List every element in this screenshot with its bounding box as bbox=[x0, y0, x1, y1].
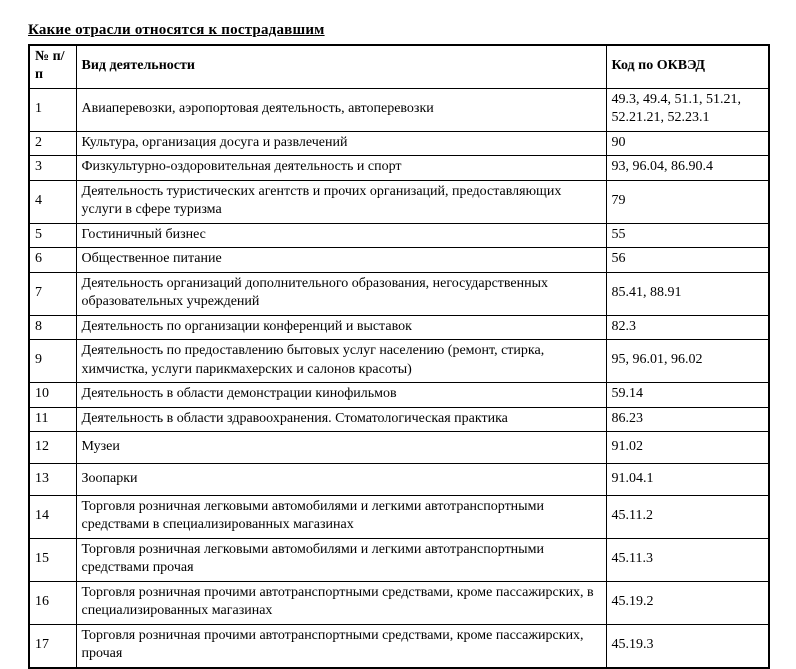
okved-code-cell: 91.04.1 bbox=[605, 462, 770, 496]
okved-code-cell: 86.23 bbox=[605, 406, 770, 432]
header-okved-code: Код по ОКВЭД bbox=[605, 44, 770, 89]
table-row: 17 Торговля розничная прочими автотрансп… bbox=[28, 623, 770, 669]
okved-code-cell: 45.11.2 bbox=[605, 494, 770, 539]
row-number-cell: 5 bbox=[28, 222, 77, 249]
table-row: 11 Деятельность в области здравоохранени… bbox=[28, 406, 770, 432]
activity-cell: Торговля розничная легковыми автомобилям… bbox=[75, 494, 607, 539]
page-title: Какие отрасли относятся к пострадавшим bbox=[28, 22, 325, 38]
table-row: 8 Деятельность по организации конференци… bbox=[28, 314, 770, 341]
okved-code-cell: 45.19.3 bbox=[605, 623, 770, 669]
activity-cell: Торговля розничная прочими автотранспорт… bbox=[75, 623, 607, 669]
table-row: 5 Гостиничный бизнес 55 bbox=[28, 222, 770, 249]
okved-code-cell: 90 bbox=[605, 130, 770, 157]
okved-code-cell: 55 bbox=[605, 222, 770, 249]
table-row: 1 Авиаперевозки, аэропортовая деятельнос… bbox=[28, 87, 770, 132]
row-number-cell: 4 bbox=[28, 179, 77, 224]
table-row: 15 Торговля розничная легковыми автомоби… bbox=[28, 537, 770, 582]
table-row: 4 Деятельность туристических агентств и … bbox=[28, 179, 770, 224]
okved-code-cell: 91.02 bbox=[605, 430, 770, 464]
activity-cell: Деятельность в области демонстрации кино… bbox=[75, 382, 607, 408]
okved-code-cell: 79 bbox=[605, 179, 770, 224]
row-number-cell: 14 bbox=[28, 494, 77, 539]
table-row: 6 Общественное питание 56 bbox=[28, 247, 770, 273]
okved-code-cell: 49.3, 49.4, 51.1, 51.21, 52.21.21, 52.23… bbox=[605, 87, 770, 132]
activity-cell: Деятельность туристических агентств и пр… bbox=[75, 179, 607, 224]
okved-code-cell: 82.3 bbox=[605, 314, 770, 341]
activity-cell: Гостиничный бизнес bbox=[75, 222, 607, 249]
table-row: 9 Деятельность по предоставлению бытовых… bbox=[28, 339, 770, 384]
row-number-cell: 17 bbox=[28, 623, 77, 669]
table-row: 7 Деятельность организаций дополнительно… bbox=[28, 271, 770, 316]
table-row: 10 Деятельность в области демонстрации к… bbox=[28, 382, 770, 408]
okved-code-cell: 85.41, 88.91 bbox=[605, 271, 770, 316]
okved-code-cell: 45.19.2 bbox=[605, 580, 770, 625]
row-number-cell: 9 bbox=[28, 339, 77, 384]
row-number-cell: 10 bbox=[28, 382, 77, 408]
header-number: № п/п bbox=[28, 44, 77, 89]
row-number-cell: 7 bbox=[28, 271, 77, 316]
activity-cell: Деятельность по предоставлению бытовых у… bbox=[75, 339, 607, 384]
header-activity: Вид деятельности bbox=[75, 44, 607, 89]
industries-table: № п/п Вид деятельности Код по ОКВЭД 1 Ав… bbox=[28, 44, 770, 669]
activity-cell: Физкультурно-оздоровительная деятельност… bbox=[75, 155, 607, 181]
okved-code-cell: 56 bbox=[605, 247, 770, 273]
okved-code-cell: 59.14 bbox=[605, 382, 770, 408]
okved-code-cell: 45.11.3 bbox=[605, 537, 770, 582]
activity-cell: Деятельность организаций дополнительного… bbox=[75, 271, 607, 316]
row-number-cell: 13 bbox=[28, 462, 77, 496]
row-number-cell: 15 bbox=[28, 537, 77, 582]
activity-cell: Деятельность в области здравоохранения. … bbox=[75, 406, 607, 432]
activity-cell: Торговля розничная легковыми автомобилям… bbox=[75, 537, 607, 582]
activity-cell: Зоопарки bbox=[75, 462, 607, 496]
row-number-cell: 6 bbox=[28, 247, 77, 273]
table-row: 16 Торговля розничная прочими автотрансп… bbox=[28, 580, 770, 625]
activity-cell: Торговля розничная прочими автотранспорт… bbox=[75, 580, 607, 625]
row-number-cell: 1 bbox=[28, 87, 77, 132]
row-number-cell: 3 bbox=[28, 155, 77, 181]
okved-code-cell: 93, 96.04, 86.90.4 bbox=[605, 155, 770, 181]
table-body: 1 Авиаперевозки, аэропортовая деятельнос… bbox=[28, 87, 770, 669]
table-row: 14 Торговля розничная легковыми автомоби… bbox=[28, 494, 770, 539]
activity-cell: Общественное питание bbox=[75, 247, 607, 273]
okved-code-cell: 95, 96.01, 96.02 bbox=[605, 339, 770, 384]
table-header-row: № п/п Вид деятельности Код по ОКВЭД bbox=[28, 44, 770, 89]
activity-cell: Музеи bbox=[75, 430, 607, 464]
table-row: 2 Культура, организация досуга и развлеч… bbox=[28, 130, 770, 157]
activity-cell: Авиаперевозки, аэропортовая деятельность… bbox=[75, 87, 607, 132]
row-number-cell: 12 bbox=[28, 430, 77, 464]
table-row: 12 Музеи 91.02 bbox=[28, 430, 770, 464]
table-row: 3 Физкультурно-оздоровительная деятельно… bbox=[28, 155, 770, 181]
activity-cell: Деятельность по организации конференций … bbox=[75, 314, 607, 341]
row-number-cell: 16 bbox=[28, 580, 77, 625]
activity-cell: Культура, организация досуга и развлечен… bbox=[75, 130, 607, 157]
row-number-cell: 2 bbox=[28, 130, 77, 157]
table-row: 13 Зоопарки 91.04.1 bbox=[28, 462, 770, 496]
row-number-cell: 11 bbox=[28, 406, 77, 432]
row-number-cell: 8 bbox=[28, 314, 77, 341]
